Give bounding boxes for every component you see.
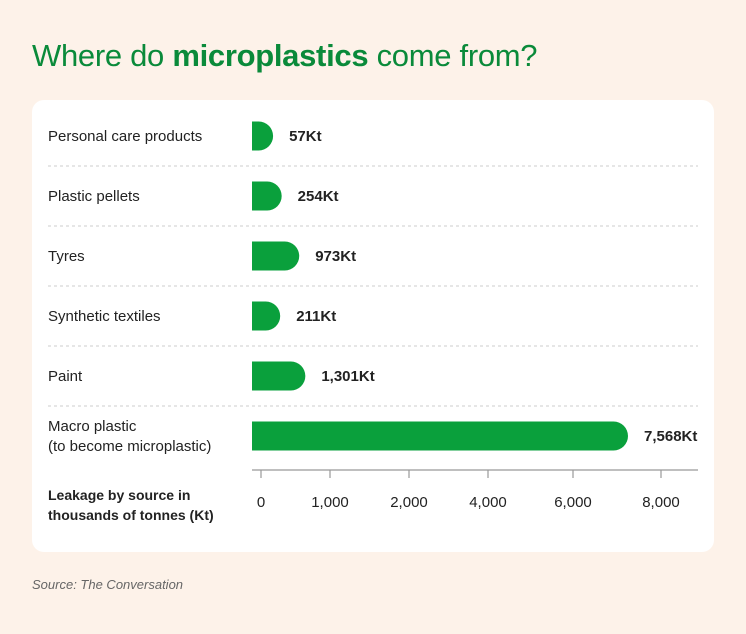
value-label: 973Kt: [315, 248, 356, 265]
chart-title: Where do microplastics come from?: [32, 38, 538, 74]
bar: [252, 181, 282, 211]
x-axis-label: Leakage by source in: [48, 487, 190, 503]
value-label: 57Kt: [289, 128, 322, 145]
x-tick-label: 1,000: [311, 494, 349, 511]
x-tick-label: 2,000: [390, 494, 428, 511]
title-suffix: come from?: [368, 38, 538, 73]
category-label: Plastic pellets: [48, 188, 140, 205]
x-axis-label: thousands of tonnes (Kt): [48, 507, 214, 523]
title-emphasis: microplastics: [172, 38, 369, 73]
value-label: 7,568Kt: [644, 428, 697, 445]
category-label: Synthetic textiles: [48, 308, 161, 325]
bar: [252, 121, 274, 151]
value-label: 254Kt: [298, 188, 339, 205]
bar: [252, 421, 628, 451]
bar: [252, 241, 300, 271]
chart-card: Personal care products 57Kt Plastic pellet…: [32, 100, 714, 552]
category-label: Personal care products: [48, 128, 202, 145]
category-label: (to become microplastic): [48, 438, 211, 455]
category-label: Paint: [48, 368, 83, 385]
bar-chart: Personal care products 57Kt Plastic pellet…: [48, 121, 698, 523]
bar: [252, 361, 306, 391]
x-tick-label: 0: [257, 494, 265, 511]
x-tick-label: 8,000: [642, 494, 680, 511]
value-label: 211Kt: [296, 308, 336, 325]
category-label: Tyres: [48, 248, 85, 265]
source-note: Source: The Conversation: [32, 577, 184, 592]
x-tick-label: 4,000: [469, 494, 507, 511]
title-prefix: Where do: [32, 38, 173, 73]
x-tick-label: 6,000: [554, 494, 592, 511]
bar: [252, 301, 281, 331]
value-label: 1,301Kt: [321, 368, 374, 385]
category-label: Macro plastic: [48, 418, 137, 435]
